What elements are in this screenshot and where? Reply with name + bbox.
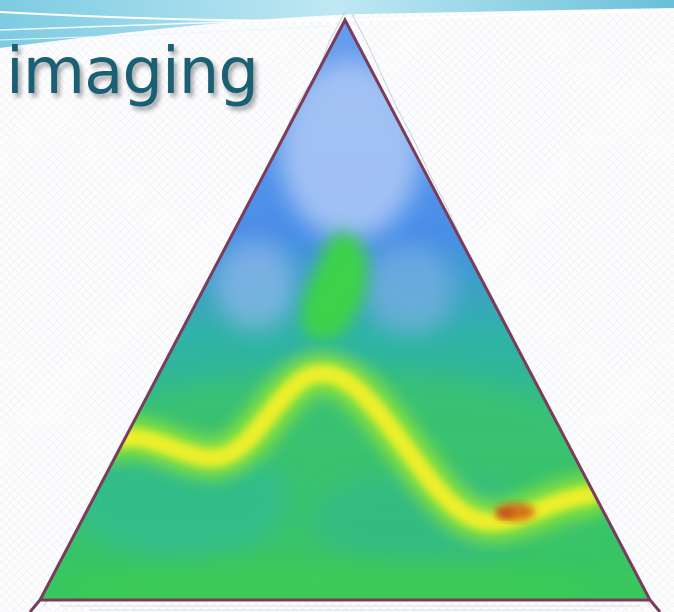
ternary-frame xyxy=(37,16,653,602)
slide-title: imaging xyxy=(6,35,259,109)
low-density-region xyxy=(280,60,420,240)
header-wave-decoration xyxy=(0,0,674,48)
green-lobe xyxy=(301,231,368,342)
bottom-edge-noise xyxy=(60,605,640,611)
peak-ridge xyxy=(101,364,599,531)
